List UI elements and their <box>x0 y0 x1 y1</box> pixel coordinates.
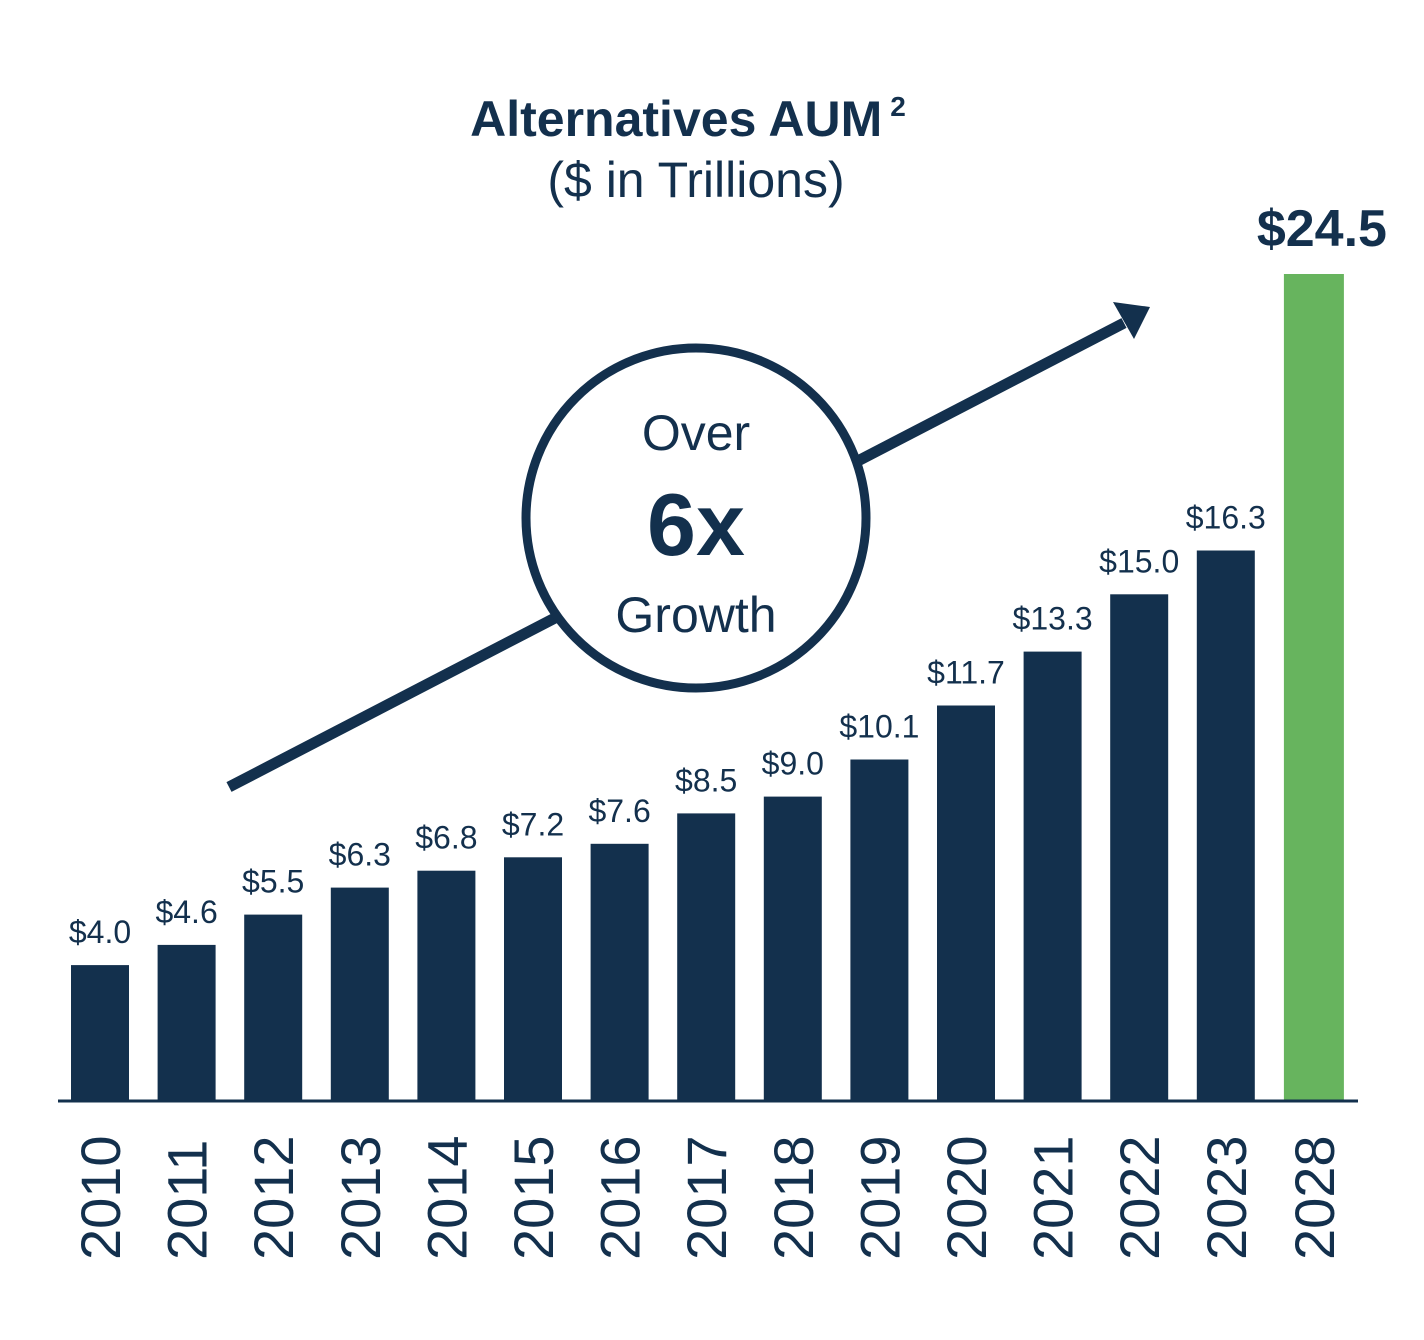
tick-label-2019: 2019 <box>848 1135 911 1260</box>
tick-label-2028: 2028 <box>1283 1135 1346 1260</box>
tick-label-2012: 2012 <box>242 1135 305 1260</box>
callout-line-3: Growth <box>615 587 776 643</box>
tick-label-2014: 2014 <box>415 1135 478 1260</box>
bar-2011 <box>157 944 216 1100</box>
bar-2018 <box>763 796 822 1100</box>
value-label-2012: $5.5 <box>242 864 304 900</box>
bar-2028 <box>1283 274 1344 1100</box>
tick-label-2017: 2017 <box>675 1135 738 1260</box>
tick-label-2018: 2018 <box>762 1135 825 1260</box>
value-label-2022: $15.0 <box>1099 543 1179 579</box>
tick-label-2016: 2016 <box>589 1135 652 1260</box>
bar-2017 <box>677 813 736 1100</box>
trend-arrow-head-icon <box>1113 302 1150 339</box>
value-label-2013: $6.3 <box>329 837 391 873</box>
value-label-2028: $24.5 <box>1257 200 1387 258</box>
value-label-2023: $16.3 <box>1186 500 1266 536</box>
bar-2023 <box>1196 550 1255 1100</box>
growth-callout-circle <box>521 343 871 693</box>
bar-2014 <box>417 870 476 1100</box>
chart-title: Alternatives AUM 2 <box>470 91 906 147</box>
value-label-2011: $4.6 <box>155 894 217 930</box>
bar-2019 <box>850 759 909 1100</box>
tick-labels-group: 2010 2011 2012 2013 2014 2015 2016 2017 2018 2019… <box>69 1135 1346 1260</box>
value-label-2017: $8.5 <box>675 762 737 798</box>
tick-label-2013: 2013 <box>329 1135 392 1260</box>
value-labels-group: $4.0 $4.6 $5.5 $6.3 $6.8 $7.2 $7.6 $8.5 $9.0 $10.… <box>69 200 1387 950</box>
bar-2012 <box>244 914 303 1100</box>
bars-group <box>71 274 1344 1100</box>
value-label-2020: $11.7 <box>927 655 1005 691</box>
value-label-2016: $7.6 <box>588 793 650 829</box>
tick-label-2011: 2011 <box>156 1140 219 1260</box>
bar-2020 <box>937 705 995 1100</box>
value-label-2014: $6.8 <box>415 820 477 856</box>
value-label-2021: $13.3 <box>1013 601 1093 637</box>
tick-label-2023: 2023 <box>1195 1135 1258 1260</box>
growth-callout: Over 6x Growth <box>521 343 871 693</box>
bar-2015 <box>504 857 562 1100</box>
bar-2010 <box>71 965 129 1100</box>
tick-label-2010: 2010 <box>69 1135 132 1260</box>
callout-multiplier: 6x <box>647 475 745 574</box>
bar-2022 <box>1110 594 1169 1100</box>
value-label-2019: $10.1 <box>839 709 919 745</box>
value-label-2018: $9.0 <box>762 746 824 782</box>
tick-label-2022: 2022 <box>1108 1135 1171 1260</box>
bar-2021 <box>1023 651 1082 1100</box>
chart-subtitle: ($ in Trillions) <box>547 152 844 208</box>
value-label-2015: $7.2 <box>502 806 564 842</box>
callout-line-1: Over <box>642 405 750 461</box>
tick-label-2020: 2020 <box>935 1135 998 1260</box>
bar-2016 <box>590 843 649 1100</box>
value-label-2010: $4.0 <box>69 914 131 950</box>
tick-label-2021: 2021 <box>1022 1135 1085 1260</box>
tick-label-2015: 2015 <box>502 1135 565 1260</box>
bar-2013 <box>330 887 389 1100</box>
